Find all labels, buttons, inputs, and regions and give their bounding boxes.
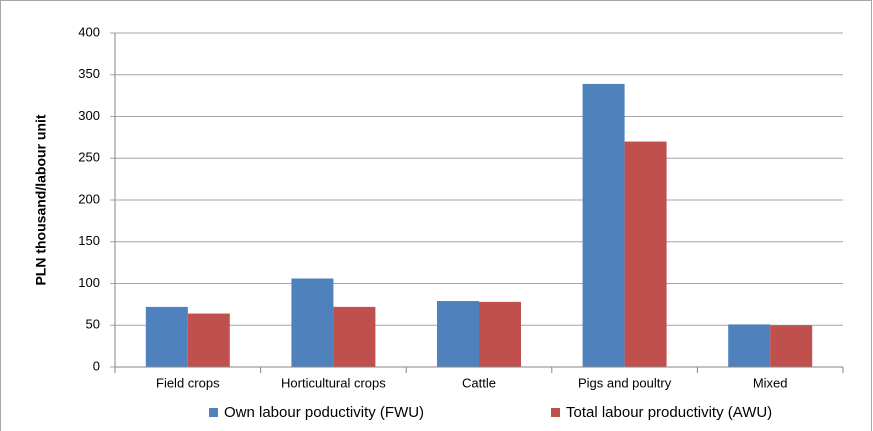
x-tick-label: Horticultural crops [281, 375, 386, 390]
y-tick-label: 200 [78, 191, 100, 206]
legend-label: Total labour productivity (AWU) [566, 404, 772, 421]
bar [582, 83, 625, 367]
y-tick-label: 300 [78, 108, 100, 123]
y-tick-label: 400 [78, 24, 100, 39]
bar [728, 324, 771, 367]
bar [624, 141, 667, 367]
y-tick-label: 150 [78, 233, 100, 248]
legend-swatch [209, 408, 218, 417]
y-tick-label: 0 [93, 358, 100, 373]
bar [479, 301, 521, 367]
bar [770, 325, 813, 367]
y-tick-label: 350 [78, 66, 100, 81]
y-tick-label: 100 [78, 275, 100, 290]
bar [437, 301, 479, 367]
x-tick-label: Cattle [462, 375, 496, 390]
bar [333, 306, 376, 367]
bar [291, 278, 334, 367]
x-tick-label: Mixed [753, 375, 788, 390]
legend-label: Own labour poductivity (FWU) [224, 404, 424, 421]
y-tick-label: 50 [86, 317, 100, 332]
x-tick-label: Pigs and poultry [578, 375, 672, 390]
x-tick-label: Field crops [156, 375, 220, 390]
legend-swatch [551, 408, 560, 417]
bar [145, 306, 188, 367]
y-axis-label: PLN thousand/labour unit [33, 114, 49, 285]
bar [187, 313, 230, 367]
y-tick-label: 250 [78, 150, 100, 165]
